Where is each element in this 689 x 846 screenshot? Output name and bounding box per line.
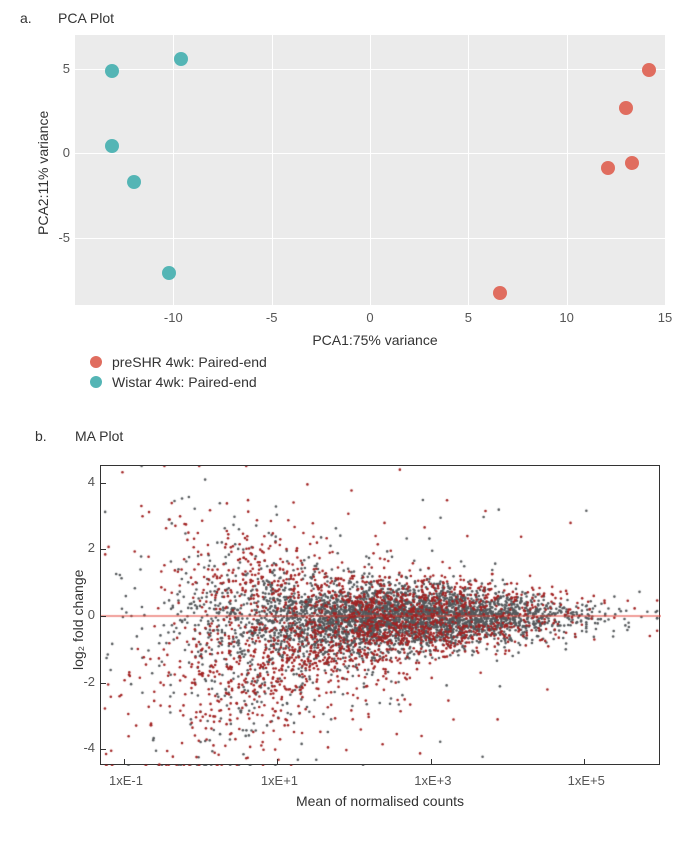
pca-point bbox=[174, 52, 188, 66]
ma-plot-canvas bbox=[101, 466, 661, 766]
pca-point bbox=[105, 139, 119, 153]
pca-y-axis-label: PCA2:11% variance bbox=[35, 111, 51, 235]
legend-label: preSHR 4wk: Paired-end bbox=[112, 354, 267, 370]
ma-y-tick: 2 bbox=[75, 540, 95, 555]
ma-plot-area bbox=[100, 465, 660, 765]
pca-point bbox=[493, 286, 507, 300]
ma-x-tick: 1xE-1 bbox=[101, 773, 151, 788]
pca-point bbox=[127, 175, 141, 189]
pca-y-tick: 5 bbox=[50, 61, 70, 76]
pca-point bbox=[162, 266, 176, 280]
ma-y-tick: 0 bbox=[75, 607, 95, 622]
pca-point bbox=[619, 101, 633, 115]
panel-b-label: b. bbox=[35, 428, 47, 444]
legend-dot-icon bbox=[90, 376, 102, 388]
ma-y-tick: 4 bbox=[75, 474, 95, 489]
legend-dot-icon bbox=[90, 356, 102, 368]
pca-x-tick: -5 bbox=[262, 310, 282, 325]
pca-y-tick: 0 bbox=[50, 145, 70, 160]
ma-x-tick: 1xE+1 bbox=[254, 773, 304, 788]
ma-x-tick: 1xE+3 bbox=[408, 773, 458, 788]
ma-y-tick: -2 bbox=[75, 674, 95, 689]
pca-x-tick: -10 bbox=[163, 310, 183, 325]
legend-label: Wistar 4wk: Paired-end bbox=[112, 374, 257, 390]
pca-x-tick: 10 bbox=[557, 310, 577, 325]
panel-a-title: PCA Plot bbox=[58, 10, 114, 26]
legend-item: preSHR 4wk: Paired-end bbox=[90, 352, 267, 372]
panel-a-label: a. bbox=[20, 10, 32, 26]
ma-x-tick: 1xE+5 bbox=[561, 773, 611, 788]
ma-x-axis-label: Mean of normalised counts bbox=[260, 793, 500, 809]
pca-point bbox=[601, 161, 615, 175]
pca-x-tick: 5 bbox=[458, 310, 478, 325]
legend-item: Wistar 4wk: Paired-end bbox=[90, 372, 267, 392]
pca-x-axis-label: PCA1:75% variance bbox=[275, 332, 475, 348]
pca-point bbox=[625, 156, 639, 170]
pca-x-tick: 15 bbox=[655, 310, 675, 325]
pca-point bbox=[105, 64, 119, 78]
ma-y-tick: -4 bbox=[75, 740, 95, 755]
pca-x-tick: 0 bbox=[360, 310, 380, 325]
pca-y-tick: -5 bbox=[50, 230, 70, 245]
pca-plot-area bbox=[75, 35, 665, 305]
pca-legend: preSHR 4wk: Paired-end Wistar 4wk: Paired… bbox=[90, 352, 267, 392]
panel-b-title: MA Plot bbox=[75, 428, 123, 444]
pca-point bbox=[642, 63, 656, 77]
